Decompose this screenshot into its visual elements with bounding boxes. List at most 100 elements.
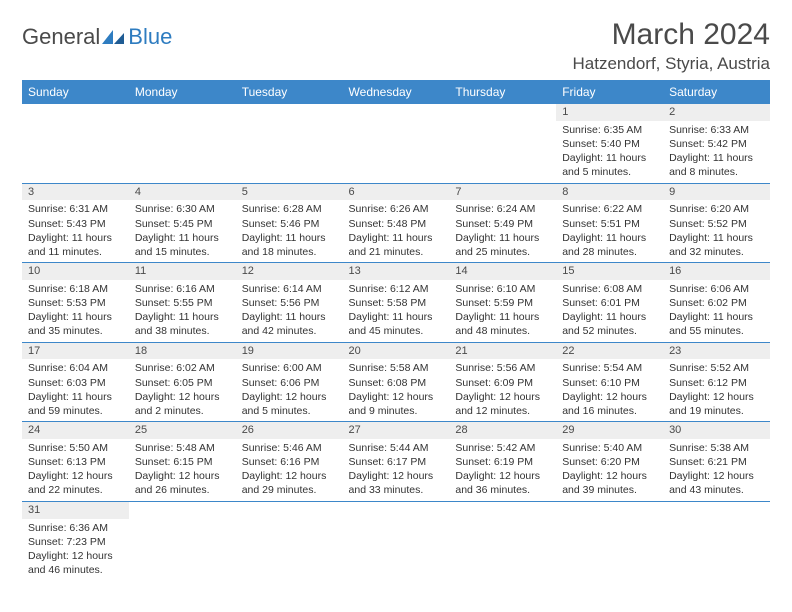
sunrise-line: Sunrise: 6:35 AM — [562, 123, 657, 137]
daylight-line: Daylight: 12 hours and 22 minutes. — [28, 469, 123, 497]
day-details: Sunrise: 6:20 AMSunset: 5:52 PMDaylight:… — [663, 200, 770, 262]
calendar-cell: 10Sunrise: 6:18 AMSunset: 5:53 PMDayligh… — [22, 263, 129, 343]
calendar-cell: 20Sunrise: 5:58 AMSunset: 6:08 PMDayligh… — [343, 342, 450, 422]
day-details: Sunrise: 6:33 AMSunset: 5:42 PMDaylight:… — [663, 121, 770, 183]
calendar-cell: 12Sunrise: 6:14 AMSunset: 5:56 PMDayligh… — [236, 263, 343, 343]
day-number: 20 — [343, 343, 450, 360]
sunset-line: Sunset: 6:19 PM — [455, 455, 550, 469]
day-details: Sunrise: 6:26 AMSunset: 5:48 PMDaylight:… — [343, 200, 450, 262]
calendar-cell: 19Sunrise: 6:00 AMSunset: 6:06 PMDayligh… — [236, 342, 343, 422]
sunrise-line: Sunrise: 5:58 AM — [349, 361, 444, 375]
sunrise-line: Sunrise: 6:33 AM — [669, 123, 764, 137]
daylight-line: Daylight: 12 hours and 2 minutes. — [135, 390, 230, 418]
sunset-line: Sunset: 6:03 PM — [28, 376, 123, 390]
calendar-cell: 8Sunrise: 6:22 AMSunset: 5:51 PMDaylight… — [556, 183, 663, 263]
day-number: 22 — [556, 343, 663, 360]
day-number: 1 — [556, 104, 663, 121]
daylight-line: Daylight: 12 hours and 12 minutes. — [455, 390, 550, 418]
calendar-cell: 17Sunrise: 6:04 AMSunset: 6:03 PMDayligh… — [22, 342, 129, 422]
day-details: Sunrise: 5:56 AMSunset: 6:09 PMDaylight:… — [449, 359, 556, 421]
sunset-line: Sunset: 5:56 PM — [242, 296, 337, 310]
sunset-line: Sunset: 5:52 PM — [669, 217, 764, 231]
calendar-cell — [449, 104, 556, 183]
sunset-line: Sunset: 5:55 PM — [135, 296, 230, 310]
daylight-line: Daylight: 11 hours and 52 minutes. — [562, 310, 657, 338]
weekday-header-row: SundayMondayTuesdayWednesdayThursdayFrid… — [22, 80, 770, 104]
daylight-line: Daylight: 12 hours and 19 minutes. — [669, 390, 764, 418]
day-details: Sunrise: 5:44 AMSunset: 6:17 PMDaylight:… — [343, 439, 450, 501]
calendar-row: 3Sunrise: 6:31 AMSunset: 5:43 PMDaylight… — [22, 183, 770, 263]
logo-sail-icon — [102, 24, 124, 38]
weekday-header: Tuesday — [236, 80, 343, 104]
day-details: Sunrise: 6:08 AMSunset: 6:01 PMDaylight:… — [556, 280, 663, 342]
sunrise-line: Sunrise: 6:31 AM — [28, 202, 123, 216]
calendar-cell: 23Sunrise: 5:52 AMSunset: 6:12 PMDayligh… — [663, 342, 770, 422]
sunrise-line: Sunrise: 5:40 AM — [562, 441, 657, 455]
calendar-cell: 11Sunrise: 6:16 AMSunset: 5:55 PMDayligh… — [129, 263, 236, 343]
daylight-line: Daylight: 11 hours and 15 minutes. — [135, 231, 230, 259]
sunrise-line: Sunrise: 5:46 AM — [242, 441, 337, 455]
daylight-line: Daylight: 12 hours and 43 minutes. — [669, 469, 764, 497]
sunrise-line: Sunrise: 5:42 AM — [455, 441, 550, 455]
calendar-cell — [343, 104, 450, 183]
header: General Blue March 2024 Hatzendorf, Styr… — [22, 18, 770, 74]
calendar-cell — [449, 501, 556, 580]
day-number: 24 — [22, 422, 129, 439]
daylight-line: Daylight: 12 hours and 39 minutes. — [562, 469, 657, 497]
calendar-cell: 13Sunrise: 6:12 AMSunset: 5:58 PMDayligh… — [343, 263, 450, 343]
day-number: 9 — [663, 184, 770, 201]
calendar-cell — [236, 104, 343, 183]
day-details: Sunrise: 5:38 AMSunset: 6:21 PMDaylight:… — [663, 439, 770, 501]
sunset-line: Sunset: 5:43 PM — [28, 217, 123, 231]
day-number: 26 — [236, 422, 343, 439]
daylight-line: Daylight: 11 hours and 5 minutes. — [562, 151, 657, 179]
sunset-line: Sunset: 6:10 PM — [562, 376, 657, 390]
daylight-line: Daylight: 11 hours and 45 minutes. — [349, 310, 444, 338]
calendar-cell: 16Sunrise: 6:06 AMSunset: 6:02 PMDayligh… — [663, 263, 770, 343]
sunrise-line: Sunrise: 5:44 AM — [349, 441, 444, 455]
calendar-cell: 26Sunrise: 5:46 AMSunset: 6:16 PMDayligh… — [236, 422, 343, 502]
day-details: Sunrise: 5:42 AMSunset: 6:19 PMDaylight:… — [449, 439, 556, 501]
day-details: Sunrise: 6:28 AMSunset: 5:46 PMDaylight:… — [236, 200, 343, 262]
sunrise-line: Sunrise: 6:04 AM — [28, 361, 123, 375]
sunset-line: Sunset: 5:42 PM — [669, 137, 764, 151]
sunset-line: Sunset: 6:08 PM — [349, 376, 444, 390]
weekday-header: Monday — [129, 80, 236, 104]
sunrise-line: Sunrise: 6:36 AM — [28, 521, 123, 535]
calendar-cell: 28Sunrise: 5:42 AMSunset: 6:19 PMDayligh… — [449, 422, 556, 502]
day-number: 17 — [22, 343, 129, 360]
calendar-cell: 15Sunrise: 6:08 AMSunset: 6:01 PMDayligh… — [556, 263, 663, 343]
sunset-line: Sunset: 6:01 PM — [562, 296, 657, 310]
calendar-cell: 22Sunrise: 5:54 AMSunset: 6:10 PMDayligh… — [556, 342, 663, 422]
day-details: Sunrise: 5:40 AMSunset: 6:20 PMDaylight:… — [556, 439, 663, 501]
calendar-row: 17Sunrise: 6:04 AMSunset: 6:03 PM Dayligh… — [22, 342, 770, 422]
weekday-header: Wednesday — [343, 80, 450, 104]
calendar-cell: 29Sunrise: 5:40 AMSunset: 6:20 PMDayligh… — [556, 422, 663, 502]
daylight-line: Daylight: 11 hours and 8 minutes. — [669, 151, 764, 179]
sunrise-line: Sunrise: 5:54 AM — [562, 361, 657, 375]
sunset-line: Sunset: 5:58 PM — [349, 296, 444, 310]
sunset-line: Sunset: 7:23 PM — [28, 535, 123, 549]
sunrise-line: Sunrise: 6:02 AM — [135, 361, 230, 375]
calendar-row: 1Sunrise: 6:35 AMSunset: 5:40 PMDaylight… — [22, 104, 770, 183]
calendar-cell: 6Sunrise: 6:26 AMSunset: 5:48 PMDaylight… — [343, 183, 450, 263]
day-number: 11 — [129, 263, 236, 280]
day-details: Sunrise: 6:00 AMSunset: 6:06 PMDaylight:… — [236, 359, 343, 421]
sunset-line: Sunset: 6:13 PM — [28, 455, 123, 469]
sunset-line: Sunset: 6:09 PM — [455, 376, 550, 390]
day-details: Sunrise: 5:50 AMSunset: 6:13 PMDaylight:… — [22, 439, 129, 501]
sunrise-line: Sunrise: 5:52 AM — [669, 361, 764, 375]
daylight-line: Daylight: 11 hours and 48 minutes. — [455, 310, 550, 338]
sunset-line: Sunset: 6:02 PM — [669, 296, 764, 310]
sunrise-line: Sunrise: 6:20 AM — [669, 202, 764, 216]
calendar-cell — [663, 501, 770, 580]
month-year-title: March 2024 — [573, 18, 770, 52]
day-details: Sunrise: 6:06 AMSunset: 6:02 PMDaylight:… — [663, 280, 770, 342]
calendar-cell — [22, 104, 129, 183]
sunset-line: Sunset: 6:06 PM — [242, 376, 337, 390]
location-subtitle: Hatzendorf, Styria, Austria — [573, 54, 770, 74]
day-number: 28 — [449, 422, 556, 439]
calendar-cell — [343, 501, 450, 580]
sunset-line: Sunset: 6:21 PM — [669, 455, 764, 469]
calendar-cell: 2Sunrise: 6:33 AMSunset: 5:42 PMDaylight… — [663, 104, 770, 183]
